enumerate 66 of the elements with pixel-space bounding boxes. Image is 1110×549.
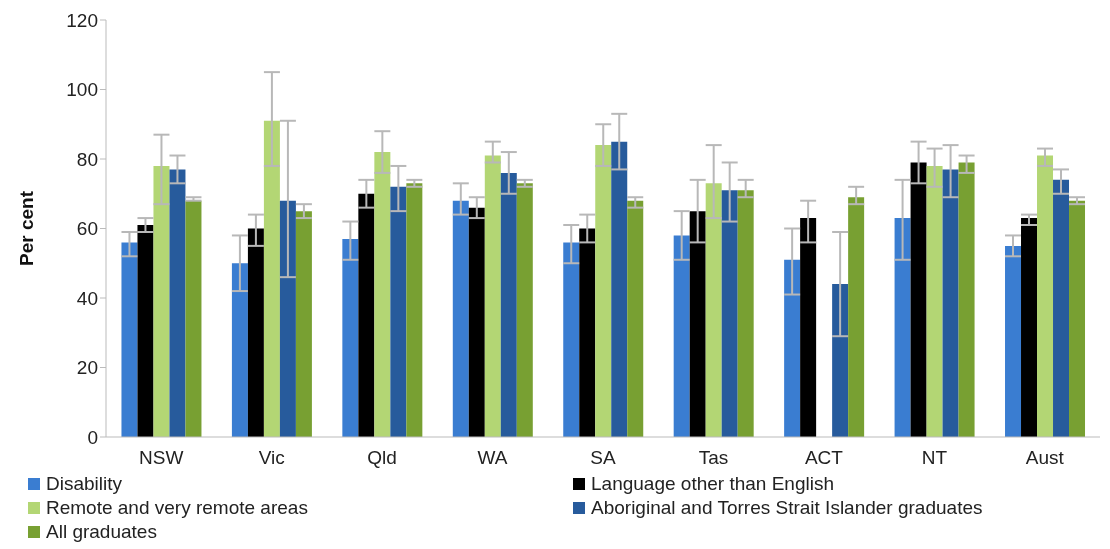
legend-label: Aboriginal and Torres Strait Islander graduates xyxy=(591,497,983,519)
y-tick-label: 100 xyxy=(66,79,98,101)
bar xyxy=(611,141,628,437)
legend-label: Remote and very remote areas xyxy=(46,497,308,519)
bar xyxy=(484,155,501,437)
bar xyxy=(231,263,248,437)
x-tick-label: SA xyxy=(590,447,616,469)
bar xyxy=(468,207,485,437)
y-tick-label: 120 xyxy=(66,9,98,31)
bar xyxy=(295,211,312,437)
bar xyxy=(1069,200,1086,437)
legend-label: All graduates xyxy=(46,521,157,543)
x-tick-label: Qld xyxy=(367,447,397,469)
bar xyxy=(374,152,391,437)
bar xyxy=(958,162,975,437)
bar xyxy=(516,183,533,437)
bar xyxy=(832,284,849,437)
bar xyxy=(137,225,154,437)
bar xyxy=(894,218,911,437)
bar xyxy=(910,162,927,437)
bar xyxy=(121,242,138,437)
x-tick-label: Aust xyxy=(1025,447,1065,469)
bar xyxy=(926,165,943,437)
y-axis-title: Per cent xyxy=(15,190,37,266)
bar xyxy=(390,186,407,437)
bar xyxy=(689,211,706,437)
bar xyxy=(942,169,959,437)
bar xyxy=(279,200,296,437)
x-tick-label: NSW xyxy=(139,447,184,469)
bar xyxy=(500,172,517,437)
x-tick-label: WA xyxy=(477,447,508,469)
bar xyxy=(406,183,423,437)
bar xyxy=(579,228,596,437)
bar xyxy=(673,235,690,437)
y-tick-label: 20 xyxy=(76,357,98,379)
bar xyxy=(342,238,359,437)
legend-label: Language other than English xyxy=(591,473,834,495)
bar xyxy=(1053,179,1070,437)
bar xyxy=(452,200,469,437)
bar xyxy=(1037,155,1054,437)
bar xyxy=(721,190,738,437)
x-tick-label: Vic xyxy=(258,447,285,469)
bar xyxy=(263,120,280,437)
x-tick-label: ACT xyxy=(804,447,844,469)
legend-label: Disability xyxy=(46,473,123,495)
bar xyxy=(358,193,375,437)
bar xyxy=(1005,245,1022,437)
bar xyxy=(627,200,644,437)
bar xyxy=(563,242,580,437)
bar xyxy=(800,218,817,437)
y-tick-label: 80 xyxy=(76,148,98,170)
bar xyxy=(705,183,722,437)
bar xyxy=(595,145,612,437)
bar xyxy=(169,169,186,437)
bar xyxy=(848,197,865,437)
y-tick-label: 0 xyxy=(87,426,98,448)
bar xyxy=(784,259,801,437)
y-tick-label: 40 xyxy=(76,287,98,309)
bar xyxy=(247,228,264,437)
bar xyxy=(737,190,754,437)
y-tick-label: 60 xyxy=(76,218,98,240)
bar xyxy=(153,165,170,437)
x-tick-label: NT xyxy=(921,447,948,469)
x-tick-label: Tas xyxy=(698,447,729,469)
bar xyxy=(1021,218,1038,437)
bar xyxy=(185,200,202,437)
